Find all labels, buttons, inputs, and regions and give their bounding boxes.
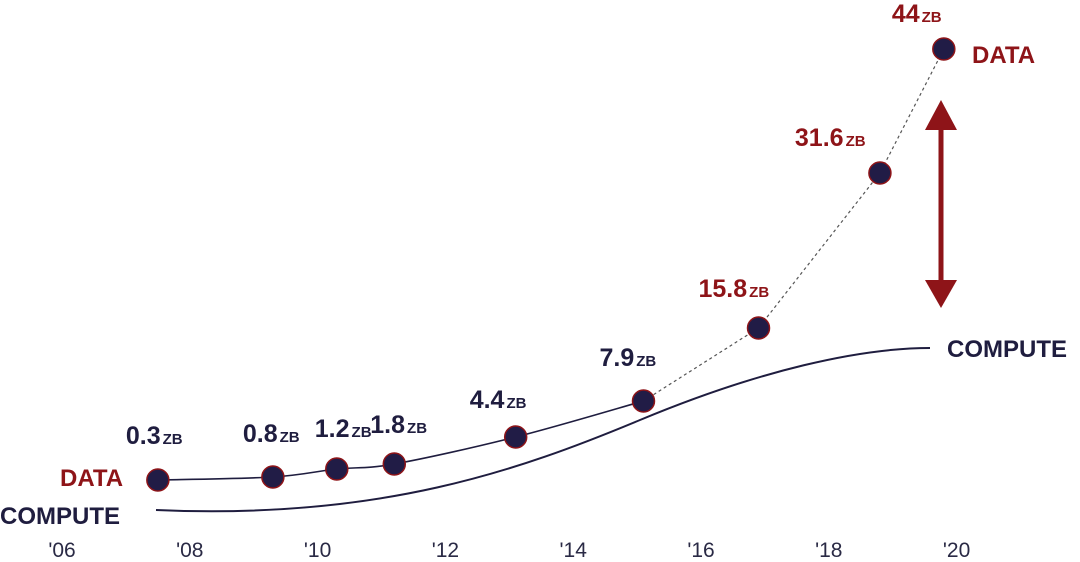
value-label-unit-4: ZB	[506, 395, 526, 412]
value-label-number-5: 7.9	[599, 344, 634, 372]
data-point-0	[146, 468, 170, 492]
x-tick-7: '20	[943, 539, 970, 562]
value-label-8: 44 ZB	[892, 0, 942, 28]
value-label-number-8: 44	[892, 0, 920, 28]
x-tick-4: '14	[560, 539, 588, 562]
value-label-2: 1.2 ZB	[315, 415, 372, 443]
x-tick-1: '08	[176, 539, 203, 562]
value-label-3: 1.8 ZB	[370, 411, 427, 439]
gap-arrow	[925, 100, 957, 308]
data-point-2	[325, 457, 349, 481]
data-point-8	[932, 37, 956, 61]
x-tick-2: '10	[304, 539, 331, 562]
value-label-number-0: 0.3	[126, 422, 161, 450]
value-label-5: 7.9 ZB	[599, 344, 656, 372]
value-label-number-2: 1.2	[315, 415, 350, 443]
data-label-left: DATA	[60, 465, 123, 492]
x-tick-6: '18	[815, 539, 842, 562]
value-label-unit-2: ZB	[352, 424, 372, 441]
value-label-0: 0.3 ZB	[126, 422, 183, 450]
compute-label-right: COMPUTE	[947, 336, 1067, 363]
value-label-number-4: 4.4	[470, 386, 505, 414]
compute-label-left: COMPUTE	[0, 503, 120, 530]
compute-line	[155, 347, 931, 513]
data-point-7	[868, 161, 892, 185]
value-label-6: 15.8 ZB	[699, 275, 770, 303]
x-axis-ticks: '06 '08 '10 '12 '14 '16 '18 '20	[48, 539, 970, 562]
value-label-unit-8: ZB	[922, 9, 942, 26]
value-label-unit-5: ZB	[636, 353, 656, 370]
data-point-1	[261, 465, 285, 489]
value-label-4: 4.4 ZB	[470, 386, 527, 414]
value-label-unit-1: ZB	[280, 429, 300, 446]
data-line-dashed	[643, 48, 945, 402]
value-label-unit-3: ZB	[407, 420, 427, 437]
value-label-1: 0.8 ZB	[243, 420, 300, 448]
value-label-number-6: 15.8	[699, 275, 748, 303]
value-label-number-7: 31.6	[795, 124, 844, 152]
data-point-4	[503, 425, 528, 449]
data-point-6	[746, 316, 771, 340]
data-point-3	[382, 452, 407, 476]
value-label-7: 31.6 ZB	[795, 124, 866, 152]
value-label-unit-6: ZB	[749, 284, 769, 301]
data-label-right: DATA	[972, 42, 1035, 69]
value-label-unit-7: ZB	[846, 133, 866, 150]
value-label-number-3: 1.8	[370, 411, 405, 439]
data-points	[146, 37, 956, 492]
value-label-unit-0: ZB	[163, 431, 183, 448]
compute-series: COMPUTE COMPUTE	[0, 336, 1067, 530]
x-tick-0: '06	[48, 539, 75, 562]
value-label-number-1: 0.8	[243, 420, 278, 448]
data-point-5	[631, 389, 656, 413]
x-tick-3: '12	[432, 539, 459, 562]
x-tick-5: '16	[687, 539, 714, 562]
